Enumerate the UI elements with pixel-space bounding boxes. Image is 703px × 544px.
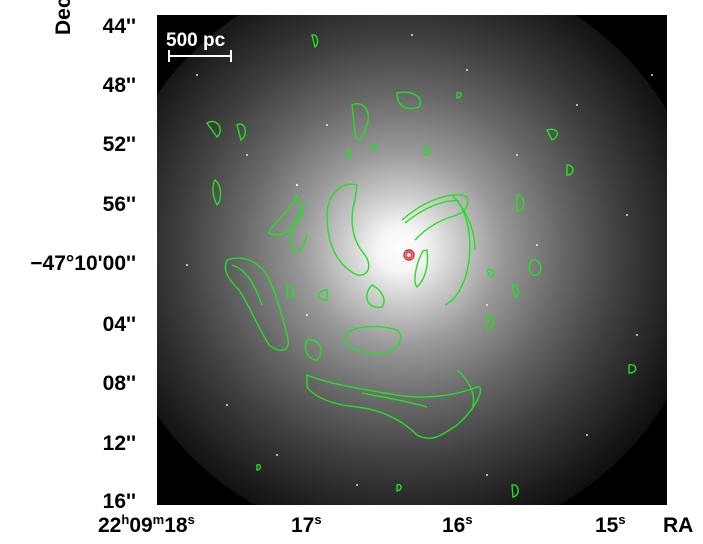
scale-bar-tick: [168, 50, 170, 62]
scale-bar-tick: [230, 50, 232, 62]
x-axis-title: RA: [663, 514, 694, 537]
dec-tick-label: −47°10'00'': [30, 252, 136, 275]
scale-bar-label: 500 pc: [166, 30, 226, 51]
galaxy-image-panel: [157, 15, 667, 505]
dec-tick-label: 08'': [102, 372, 136, 395]
galaxy-rendering: [157, 15, 667, 505]
dec-tick-label: 52'': [102, 133, 136, 156]
dec-tick-label: 12'': [102, 432, 136, 455]
ra-tick-label: 16s: [442, 512, 473, 537]
ra-tick-label: 17s: [291, 512, 322, 537]
dec-tick-label: 56'': [102, 193, 136, 216]
galaxy-disk: [157, 15, 667, 505]
field-stars: [186, 34, 653, 486]
dec-tick-label: 16'': [102, 490, 136, 513]
scale-bar: [168, 55, 232, 57]
ra-tick-label: 15s: [595, 512, 626, 537]
dec-tick-label: 44'': [102, 15, 136, 38]
dec-tick-label: 48'': [102, 74, 136, 97]
contours-primary: [205, 34, 637, 498]
contour-nucleus: [403, 249, 415, 261]
dec-tick-label: 04'': [102, 313, 136, 336]
ra-tick-label: 22h09m18s: [98, 512, 195, 537]
y-axis-title: Dec: [52, 0, 75, 35]
